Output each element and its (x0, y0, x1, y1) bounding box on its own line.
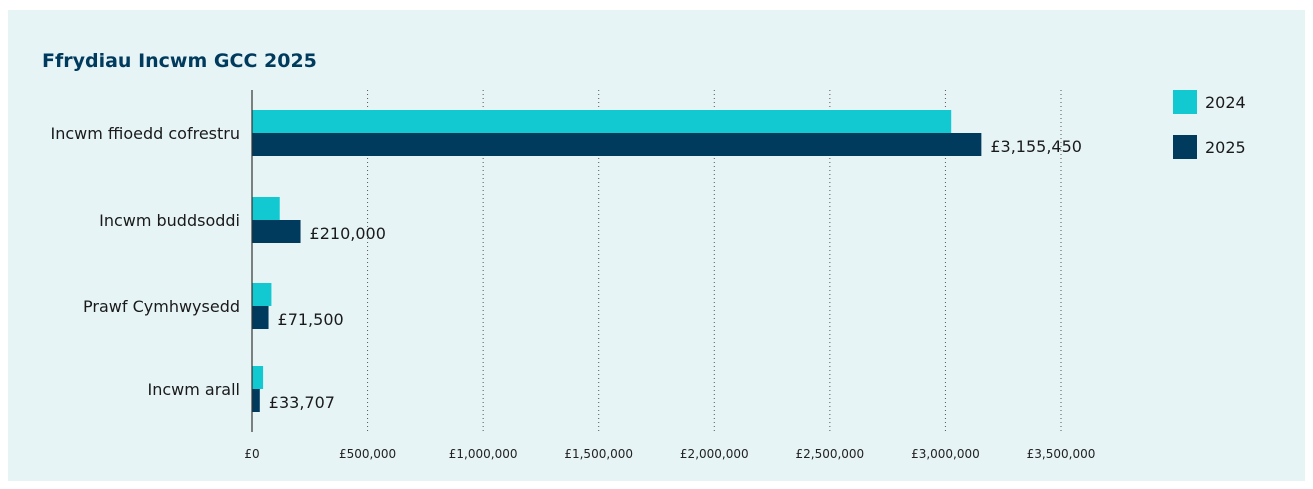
bar-2024-1 (252, 197, 280, 220)
x-tick-label-0: £0 (244, 447, 259, 461)
category-label-3: Incwm arall (148, 380, 241, 399)
bar-2024-2 (252, 283, 272, 306)
x-tick-label-1: £500,000 (339, 447, 396, 461)
category-label-0: Incwm ffioedd cofrestru (50, 124, 240, 143)
legend-swatch-2025 (1173, 135, 1197, 159)
x-tick-label-6: £3,000,000 (911, 447, 980, 461)
x-tick-label-4: £2,000,000 (680, 447, 749, 461)
bar-2024-3 (252, 366, 264, 389)
x-tick-label-3: £1,500,000 (564, 447, 633, 461)
category-label-2: Prawf Cymhwysedd (83, 297, 240, 316)
bar-2025-0 (252, 133, 982, 156)
data-label-2: £71,500 (278, 310, 344, 329)
data-label-3: £33,707 (269, 393, 335, 412)
bar-2024-0 (252, 110, 952, 133)
chart-panel: Ffrydiau Incwm GCC 2025 (8, 10, 1305, 481)
category-label-1: Incwm buddsoddi (99, 211, 240, 230)
x-tick-label-2: £1,000,000 (449, 447, 518, 461)
data-label-0: £3,155,450 (990, 137, 1082, 156)
bar-2025-1 (252, 220, 301, 243)
legend-label-2025: 2025 (1205, 138, 1246, 157)
chart-title: Ffrydiau Incwm GCC 2025 (42, 50, 317, 72)
x-tick-label-5: £2,500,000 (795, 447, 864, 461)
legend-label-2024: 2024 (1205, 93, 1246, 112)
bar-2025-3 (252, 389, 260, 412)
x-tick-label-7: £3,500,000 (1027, 447, 1096, 461)
data-label-1: £210,000 (310, 224, 386, 243)
bar-2025-2 (252, 306, 269, 329)
legend-swatch-2024 (1173, 90, 1197, 114)
